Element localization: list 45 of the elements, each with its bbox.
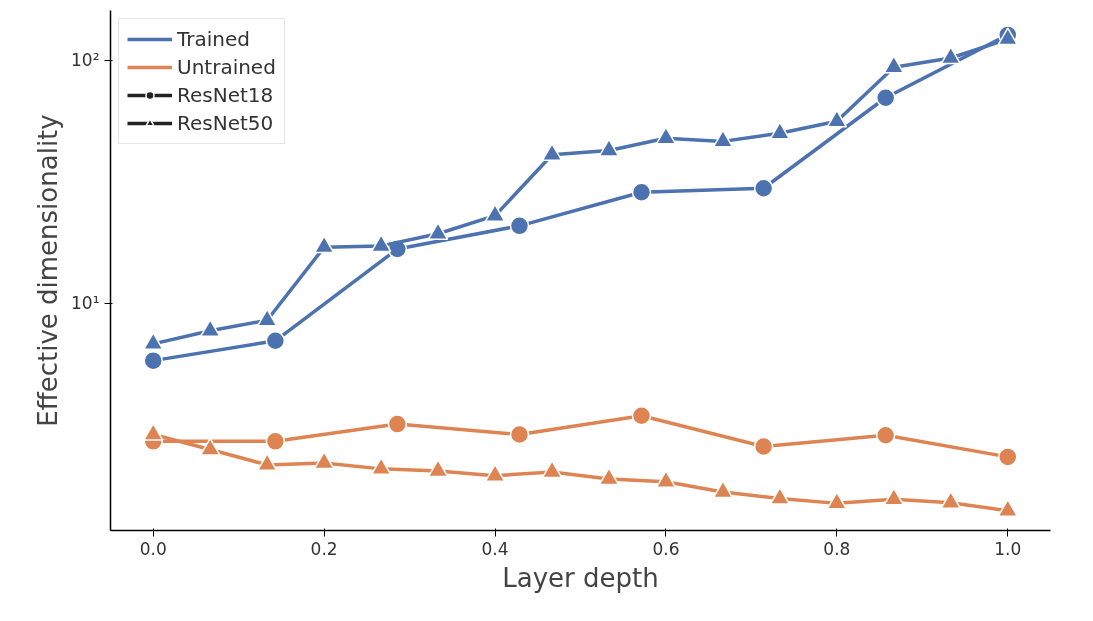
x-tick-label: 0.8 bbox=[823, 538, 851, 559]
point bbox=[142, 332, 164, 351]
point bbox=[541, 460, 563, 479]
point bbox=[598, 138, 620, 157]
point bbox=[883, 487, 905, 506]
x-tick-label: 1.0 bbox=[994, 538, 1022, 559]
x-tick-label: 0.6 bbox=[652, 538, 680, 559]
point bbox=[256, 453, 278, 472]
x-tick-label: 0.2 bbox=[310, 538, 338, 559]
point bbox=[199, 319, 221, 337]
point bbox=[541, 143, 563, 161]
point bbox=[199, 437, 221, 456]
y-axis-title: Effective dimensionality bbox=[33, 114, 64, 427]
x-axis-title: Layer depth bbox=[502, 562, 659, 593]
point bbox=[142, 422, 164, 441]
point bbox=[940, 490, 962, 509]
legend-label: ResNet18 bbox=[177, 83, 274, 107]
y-tick-label: 10¹ bbox=[71, 293, 100, 314]
point bbox=[370, 234, 392, 253]
legend-label: ResNet50 bbox=[177, 111, 274, 135]
point bbox=[826, 109, 848, 128]
legend-label: Untrained bbox=[177, 55, 276, 79]
point bbox=[655, 470, 677, 489]
point bbox=[712, 129, 734, 148]
point bbox=[883, 55, 905, 74]
point bbox=[769, 486, 791, 505]
point bbox=[769, 121, 791, 140]
point bbox=[484, 203, 506, 222]
point bbox=[313, 235, 335, 254]
point bbox=[997, 498, 1019, 517]
legend-label: Trained bbox=[177, 27, 250, 51]
point bbox=[313, 451, 335, 470]
point bbox=[370, 457, 392, 476]
point bbox=[598, 467, 620, 486]
point bbox=[427, 459, 449, 478]
point bbox=[826, 491, 848, 510]
x-tick-label: 0.0 bbox=[139, 538, 167, 559]
point bbox=[484, 463, 506, 482]
y-tick-label: 10² bbox=[71, 50, 100, 71]
point bbox=[256, 308, 278, 327]
point bbox=[712, 480, 734, 499]
point bbox=[427, 222, 449, 240]
point bbox=[655, 126, 677, 145]
x-tick-label: 0.4 bbox=[481, 538, 509, 559]
point bbox=[940, 46, 962, 65]
